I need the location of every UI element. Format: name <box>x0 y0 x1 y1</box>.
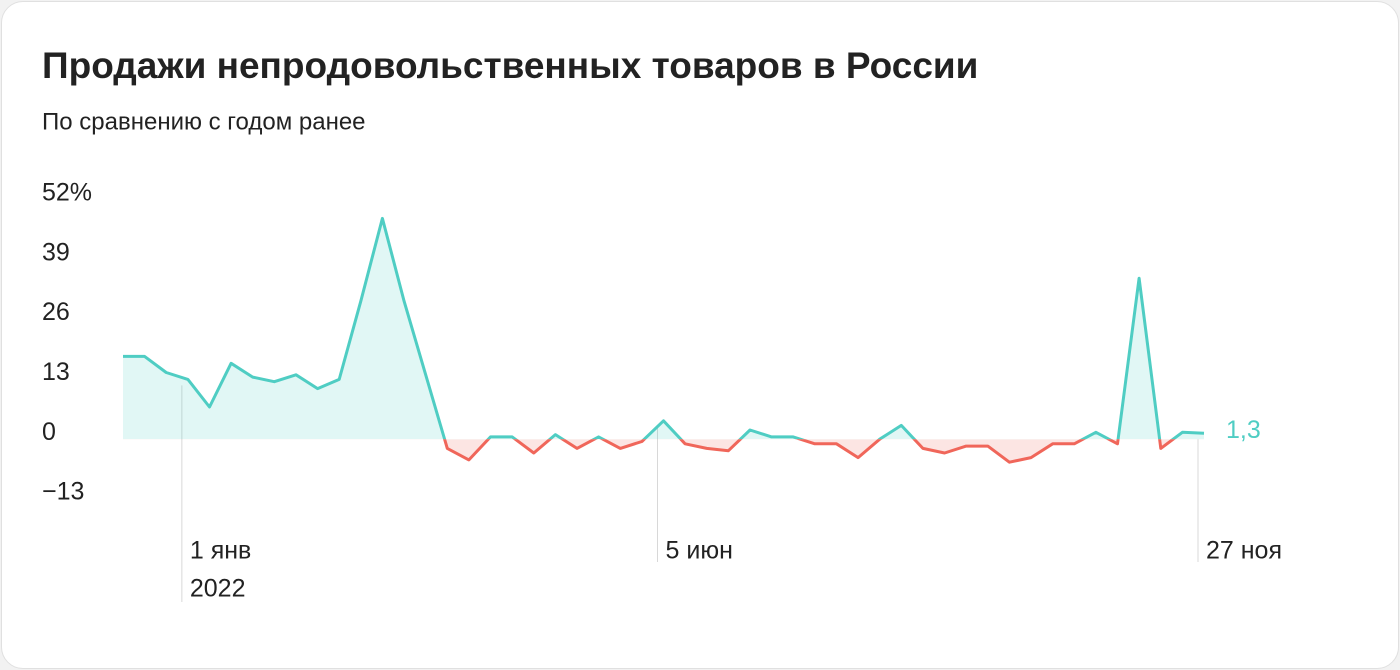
y-tick-label: 0 <box>42 418 56 446</box>
y-tick-label: 39 <box>42 238 70 266</box>
x-tick-label: 1 янв <box>190 537 251 565</box>
x-tick-label: 27 ноя <box>1206 537 1282 565</box>
line-positive <box>123 216 1205 440</box>
line-negative <box>443 439 1176 464</box>
y-tick-label: 13 <box>42 358 70 386</box>
chart-subtitle: По сравнению с годом ранее <box>42 108 366 135</box>
x-tick-label: 5 июн <box>666 537 733 565</box>
y-tick-label: 26 <box>42 298 70 326</box>
x-year-label: 2022 <box>190 575 246 603</box>
area-positive <box>123 218 1204 440</box>
y-tick-label: 52% <box>42 179 92 207</box>
y-tick-label: −13 <box>42 478 84 506</box>
chart-title: Продажи непродовольственных товаров в Ро… <box>42 45 978 86</box>
end-label: 1,3 <box>1226 416 1261 444</box>
